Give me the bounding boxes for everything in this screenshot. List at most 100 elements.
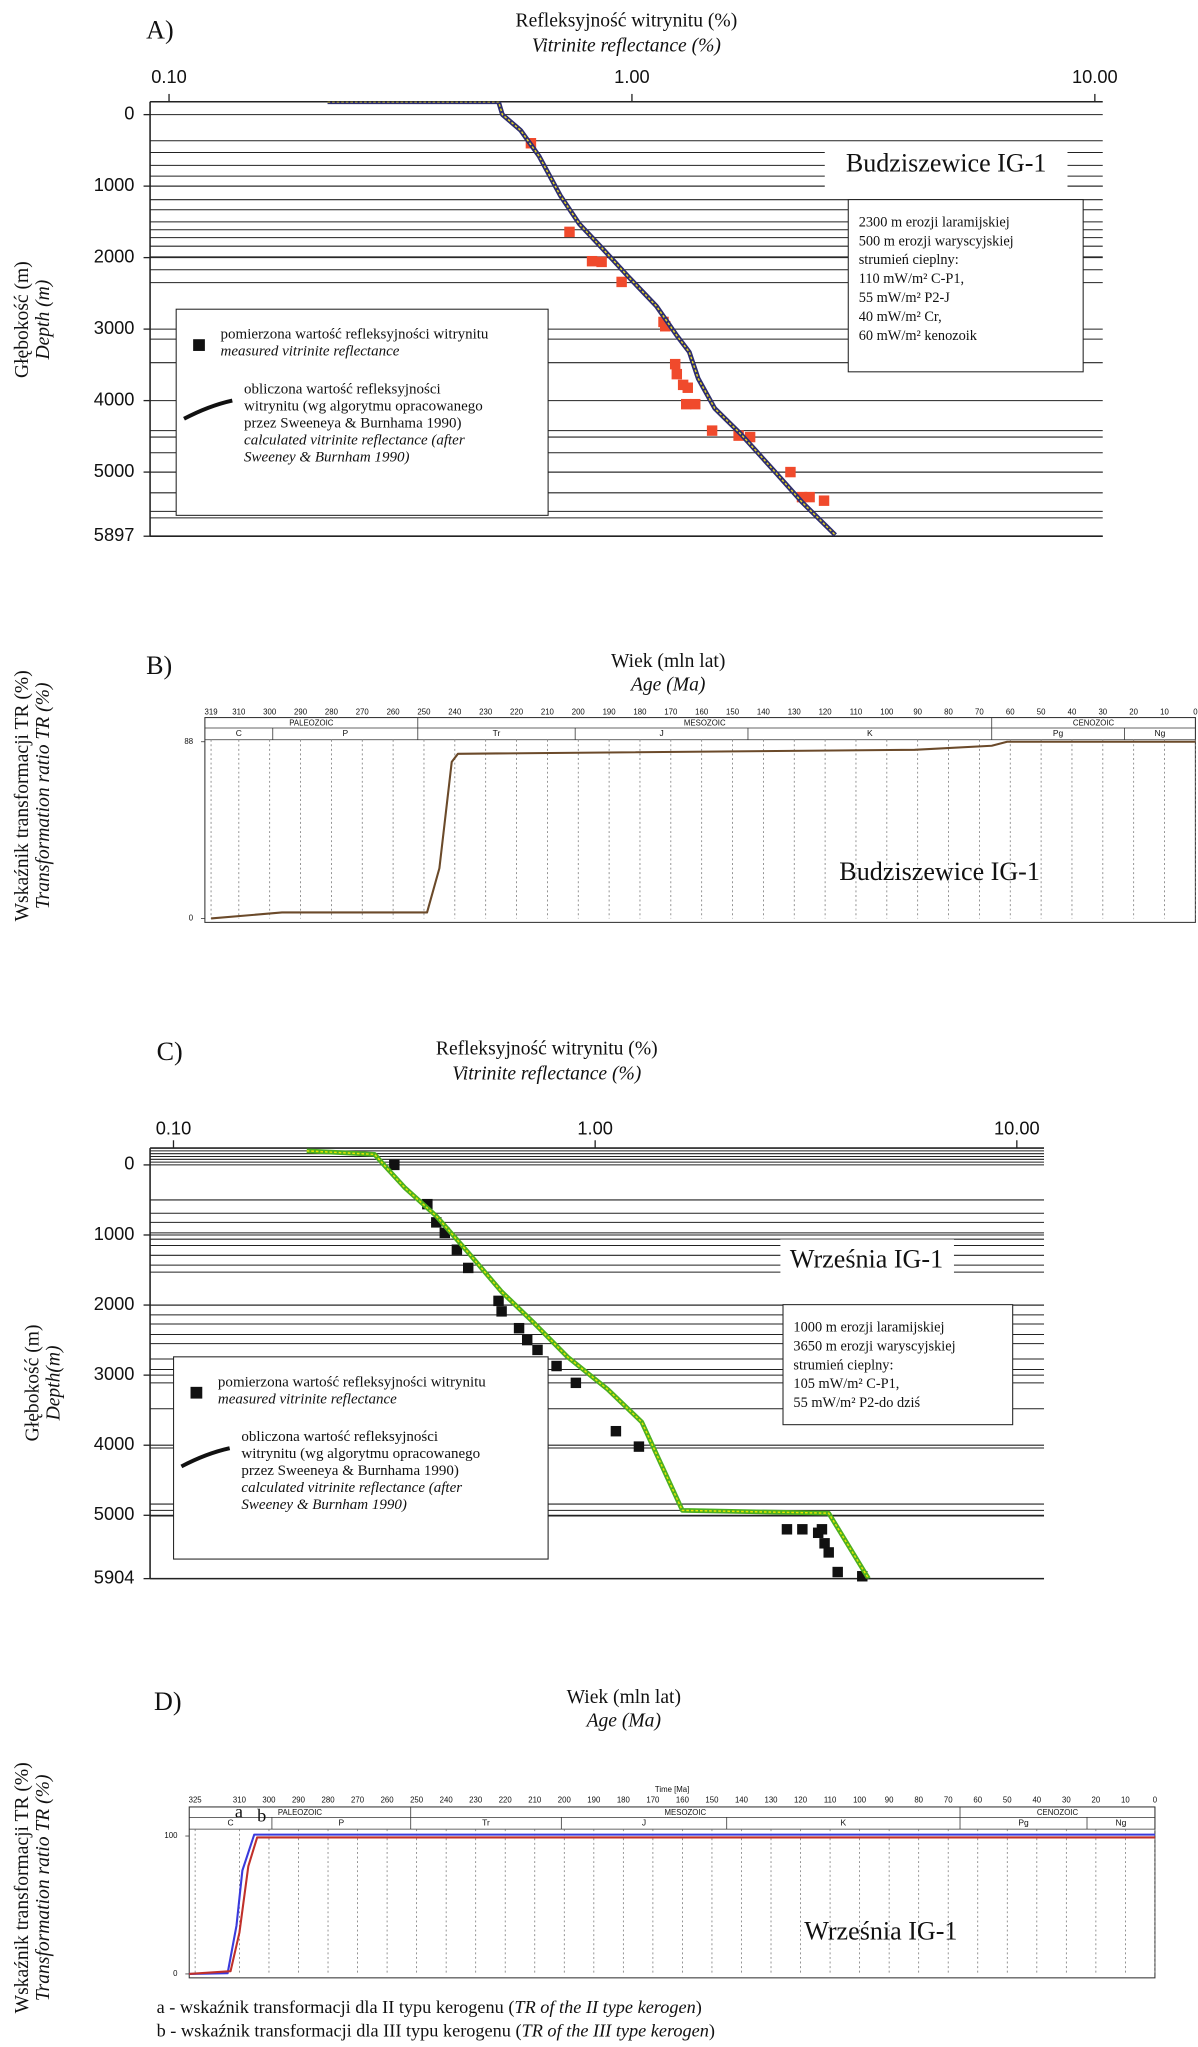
footnote: a - wskaźnik transformacji dla II typu k…	[157, 1997, 702, 2018]
x-tick-label: 10	[1160, 707, 1169, 716]
legend-label-en: Sweeney & Burnham 1990)	[241, 1497, 406, 1513]
measured-point	[690, 398, 701, 410]
x-tick-label: 100	[880, 707, 894, 716]
axis-title-en: Vitrinite reflectance (%)	[452, 1064, 641, 1085]
x-tick-label: 140	[735, 1795, 749, 1804]
footnote-end: )	[709, 2021, 715, 2042]
y-axis-label: Wskaźnik transformacji TR (%)	[12, 1762, 33, 2013]
axis-title-en: Age (Ma)	[585, 1711, 661, 1732]
legend-label-en: calculated vitrinite reflectance (after	[244, 432, 465, 448]
legend-symbol-line	[183, 398, 233, 421]
measured-point	[564, 226, 575, 238]
x-tick-label: 0.10	[156, 1118, 192, 1139]
panel-label: A)	[146, 16, 174, 45]
x-tick-label: 250	[417, 707, 431, 716]
y-axis-label-en: Depth (m)	[33, 280, 54, 361]
info-line: 60 mW/m² kenozoik	[859, 328, 978, 344]
y-tick-label: 1000	[94, 1223, 135, 1244]
measured-point	[816, 1524, 828, 1535]
legend-box	[175, 308, 549, 516]
measured-point	[706, 425, 718, 436]
footnote-text: b - wskaźnik transformacji dla III typu …	[157, 2021, 522, 2042]
x-tick-label: 260	[381, 1795, 395, 1804]
well-box	[824, 143, 1068, 188]
x-tick-label: 200	[572, 707, 586, 716]
x-tick-label: 170	[646, 1795, 660, 1804]
info-line: 40 mW/m² Cr,	[859, 309, 942, 325]
x-tick-label: 150	[705, 1795, 719, 1804]
x-tick-label: 160	[676, 1795, 690, 1804]
plot-frame	[204, 717, 1196, 923]
era-name: PALEOZOIC	[278, 1808, 322, 1817]
x-tick-label: 130	[764, 1795, 778, 1804]
measured-point	[804, 491, 815, 503]
measured-point	[781, 1524, 793, 1535]
well-name: Budziszewice IG-1	[846, 149, 1047, 178]
x-tick-label: 20	[1092, 1795, 1101, 1804]
legend-label: obliczona wartość refleksyjności	[241, 1429, 438, 1445]
x-tick-label: 310	[233, 1795, 247, 1804]
x-tick-label: 50	[1037, 707, 1046, 716]
x-tick-label: 220	[510, 707, 524, 716]
y-tick-label: 5897	[94, 524, 135, 545]
axis-title: Wiek (mln lat)	[611, 651, 725, 672]
period-name: Tr	[493, 728, 501, 738]
series-label: b	[257, 1806, 266, 1826]
x-tick-label: 300	[262, 1795, 276, 1804]
x-tick-label: 170	[664, 707, 678, 716]
x-tick-label: 90	[885, 1795, 894, 1804]
measured-point	[733, 430, 744, 441]
axis-title-en: Vitrinite reflectance (%)	[532, 35, 721, 56]
x-tick-label: 290	[294, 707, 308, 716]
footnote-text: a - wskaźnik transformacji dla II typu k…	[157, 1997, 515, 2018]
axis-title-en: Age (Ma)	[629, 675, 705, 696]
x-tick-label: 30	[1062, 1795, 1071, 1804]
y-tick-label: 0	[189, 914, 194, 923]
x-tick-label: 280	[325, 707, 339, 716]
legend-symbol-line	[180, 1446, 231, 1469]
calculated-line-highlight	[327, 101, 836, 536]
x-tick-label: 150	[726, 707, 740, 716]
footnote-italic: TR of the II type kerogen	[514, 1997, 695, 2017]
x-tick-label: 310	[232, 707, 246, 716]
x-tick-label: 30	[1098, 707, 1107, 716]
period-name: K	[841, 1817, 847, 1827]
measured-point	[797, 1524, 808, 1535]
x-tick-label: 60	[1006, 707, 1015, 716]
period-name: P	[342, 728, 348, 738]
y-tick-label: 5904	[94, 1566, 135, 1587]
info-line: 55 mW/m² P2-do dziś	[793, 1395, 920, 1411]
measured-point	[493, 1295, 504, 1307]
x-tick-label: 10.00	[1072, 66, 1118, 87]
x-tick-label: 319	[205, 707, 218, 716]
measured-point	[532, 1344, 543, 1356]
measured-point	[521, 1334, 533, 1346]
measured-point	[596, 256, 607, 268]
info-line: 1000 m erozji laramijskiej	[793, 1319, 944, 1335]
period-name: J	[642, 1817, 646, 1827]
x-tick-label: 140	[757, 707, 771, 716]
y-tick-label: 0	[124, 102, 134, 123]
period-name: C	[236, 728, 242, 738]
legend-label: witrynitu (wg algorytmu opracowanego	[244, 398, 483, 414]
series-label: a	[235, 1802, 243, 1822]
axis-title: Refleksyjność witrynitu (%)	[516, 11, 738, 32]
well-name: Budziszewice IG-1	[839, 857, 1040, 886]
x-tick-label: 250	[410, 1795, 424, 1804]
x-tick-label: 190	[587, 1795, 601, 1804]
era-name: CENOZOIC	[1037, 1808, 1079, 1817]
axis-title: Wiek (mln lat)	[567, 1687, 681, 1708]
x-tick-label: 240	[440, 1795, 454, 1804]
measured-point	[610, 1425, 622, 1437]
period-name: Tr	[482, 1817, 490, 1827]
axis-title: Refleksyjność witrynitu (%)	[436, 1039, 658, 1060]
info-line: 500 m erozji waryscyjskiej	[859, 233, 1014, 249]
info-line: 110 mW/m² C-P1,	[859, 271, 964, 287]
x-tick-label: 200	[558, 1795, 572, 1804]
x-tick-label: 130	[788, 707, 802, 716]
y-tick-label: 0	[124, 1153, 134, 1174]
era-name: CENOZOIC	[1073, 718, 1115, 727]
measured-point	[659, 321, 671, 332]
x-tick-label: 20	[1129, 707, 1138, 716]
y-axis-label-en: Transformation ratio TR (%)	[33, 1775, 54, 2002]
